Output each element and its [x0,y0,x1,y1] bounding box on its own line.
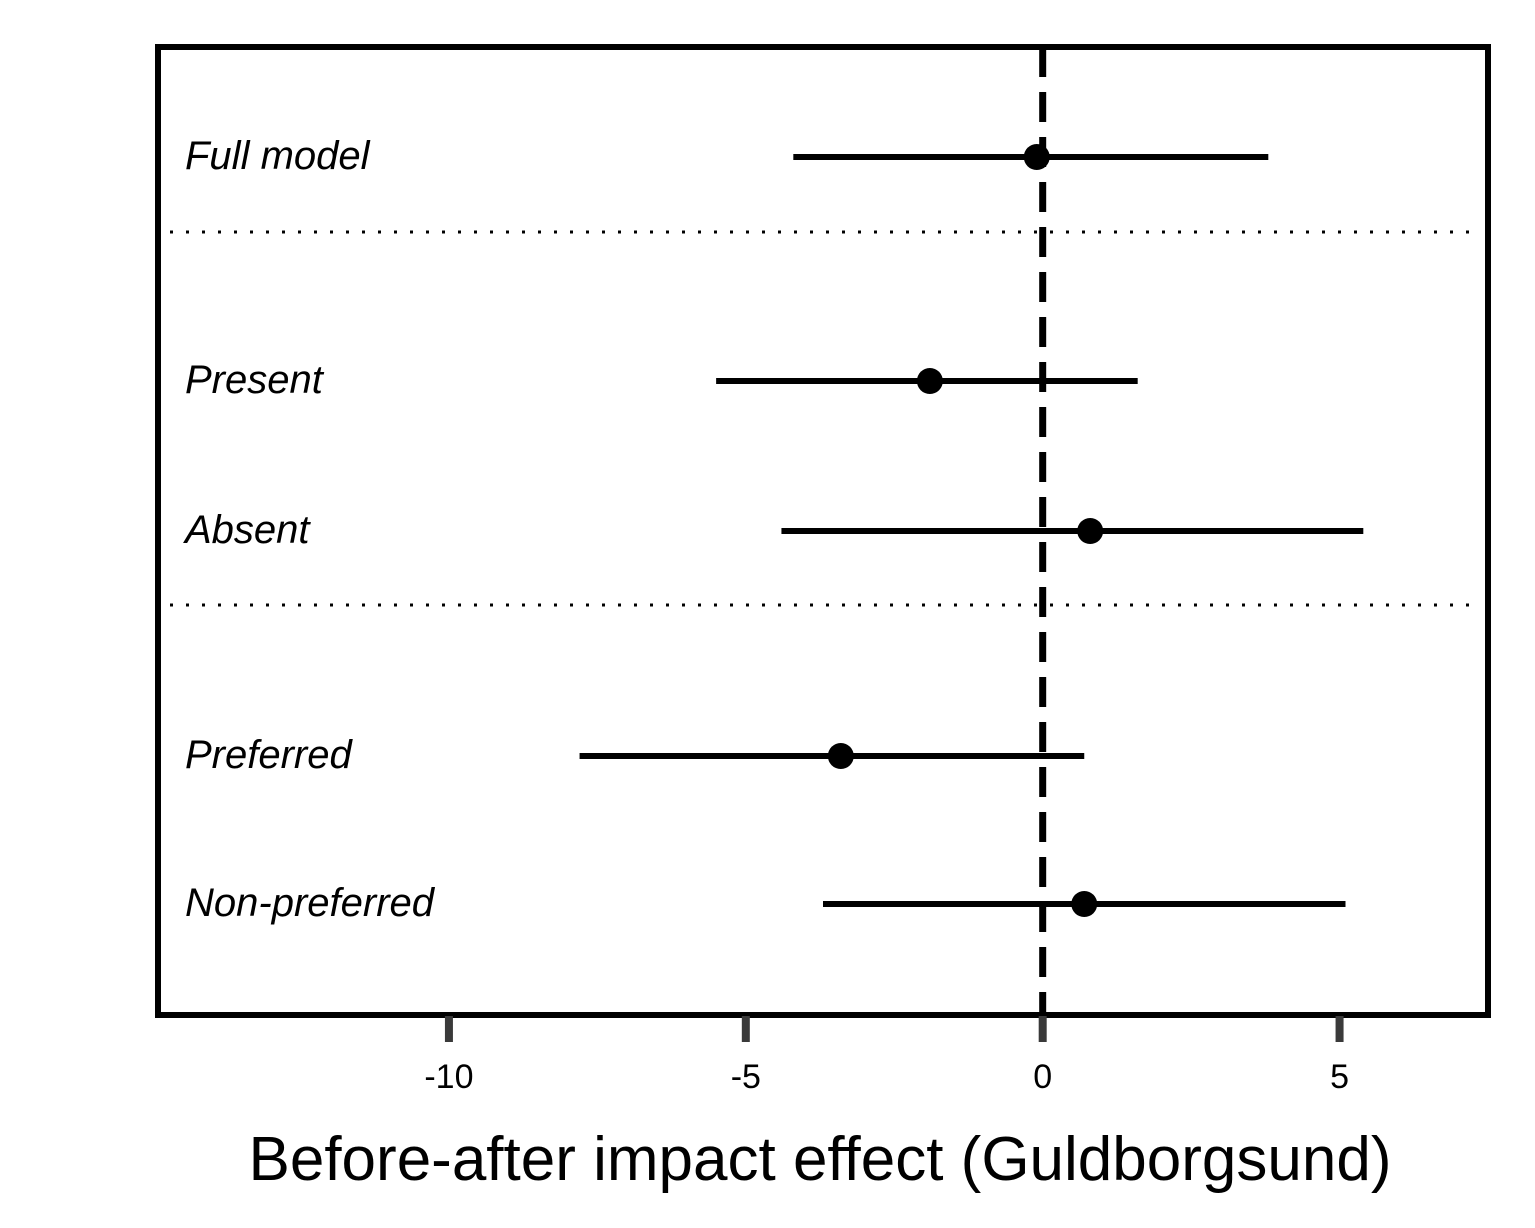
x-axis: -10 -5 0 5 [424,1016,1349,1096]
point-estimate [1071,891,1098,917]
point-estimate [1077,518,1104,544]
plot-frame [155,44,1491,1018]
separators-layer [170,230,1476,607]
x-tick-label: 0 [1033,1058,1052,1096]
point-estimate [827,743,854,769]
x-axis-title: Before-after impact effect (Guldborgsund… [249,1125,1392,1194]
point-estimate [916,368,943,394]
intervals-layer [579,144,1364,917]
x-tick-label: -5 [731,1058,761,1096]
x-tick-label: -10 [424,1058,473,1096]
row-label: Preferred [185,733,353,777]
row-label: Non-preferred [185,881,436,925]
x-tick-label: 5 [1330,1058,1349,1096]
row-label: Full model [185,134,371,178]
point-estimate [1023,144,1050,170]
row-label: Present [185,358,325,402]
row-labels-layer: Full model Present Absent Preferred Non-pref… [183,134,436,925]
row-label: Absent [183,508,311,552]
